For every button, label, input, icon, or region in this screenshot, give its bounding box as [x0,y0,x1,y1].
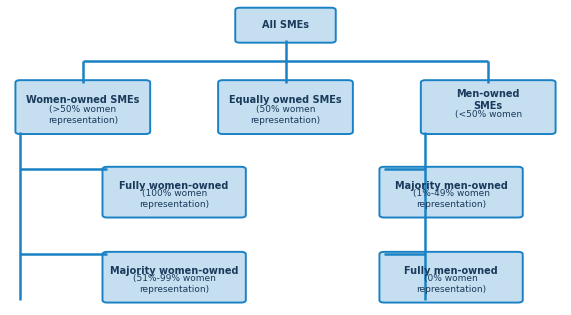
Text: All SMEs: All SMEs [262,20,309,30]
Text: (50% women
representation): (50% women representation) [251,105,320,125]
Text: (51%-99% women
representation): (51%-99% women representation) [132,274,216,294]
FancyBboxPatch shape [218,80,353,134]
Text: Fully women-owned: Fully women-owned [119,181,229,191]
FancyBboxPatch shape [421,80,556,134]
FancyBboxPatch shape [380,252,523,302]
Text: Men-owned
SMEs: Men-owned SMEs [456,89,520,111]
FancyBboxPatch shape [103,167,246,217]
Text: (>50% women
representation): (>50% women representation) [48,105,118,125]
Text: (100% women
representation): (100% women representation) [139,189,209,209]
Text: Equally owned SMEs: Equally owned SMEs [229,95,342,105]
FancyBboxPatch shape [15,80,150,134]
Text: Majority women-owned: Majority women-owned [110,266,239,276]
Text: Women-owned SMEs: Women-owned SMEs [26,95,139,105]
Text: Majority men-owned: Majority men-owned [395,181,508,191]
Text: Fully men-owned: Fully men-owned [404,266,498,276]
FancyBboxPatch shape [380,167,523,217]
Text: (0% women
representation): (0% women representation) [416,274,486,294]
Text: (1%-49% women
representation): (1%-49% women representation) [413,189,489,209]
Text: (<50% women: (<50% women [455,110,522,119]
FancyBboxPatch shape [235,8,336,43]
FancyBboxPatch shape [103,252,246,302]
